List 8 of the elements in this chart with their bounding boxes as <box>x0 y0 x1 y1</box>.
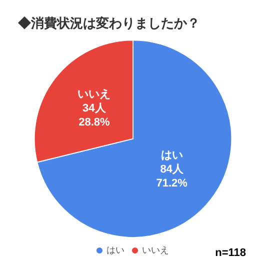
data-label: 34人 28.8% <box>78 102 110 128</box>
legend-label: いいえ <box>142 244 169 255</box>
text: n=118 <box>215 247 246 260</box>
chart-title: ◆消費状況は変わりましたか？ <box>18 15 200 30</box>
data-label: 84人 71.2% <box>156 163 188 190</box>
slice-label: はい <box>160 149 183 162</box>
legend-label: はい <box>106 244 124 255</box>
slice-label: いいえ <box>78 88 111 100</box>
